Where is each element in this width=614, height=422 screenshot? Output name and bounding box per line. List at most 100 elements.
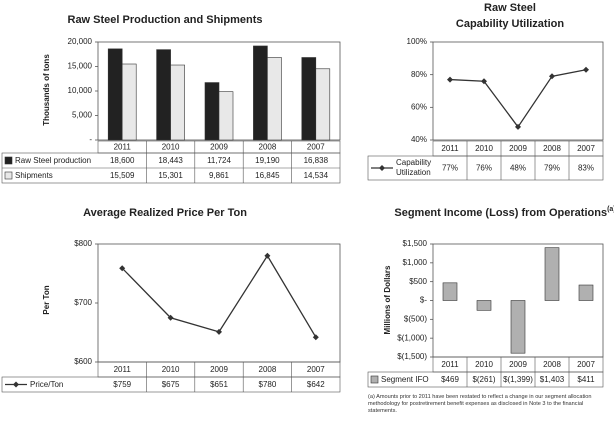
x-tick-label: 2010 [162, 365, 180, 374]
bar [267, 57, 282, 141]
y-tick-label: $700 [74, 298, 92, 307]
chart-title-superscript: (a) [607, 206, 614, 213]
y-tick-label: 10,000 [68, 86, 93, 95]
point [447, 76, 453, 83]
x-tick-label: 2010 [162, 143, 180, 152]
bar [578, 284, 594, 301]
y-axis-label: Per Ton [42, 285, 51, 314]
legend-label: Raw Steel production [15, 155, 92, 165]
x-tick-label: 2009 [509, 144, 527, 153]
value-label: $469 [441, 375, 459, 384]
value-label: $780 [259, 380, 277, 389]
legend-label: Capability Utilization [396, 158, 432, 177]
x-tick-label: 2008 [543, 360, 561, 369]
legend-swatch [4, 171, 13, 180]
value-label: $651 [210, 380, 228, 389]
value-label: 77% [442, 164, 458, 173]
y-tick-label: 80% [411, 70, 427, 79]
x-tick-label: 2008 [543, 144, 561, 153]
y-axis-label: Thousands of tons [42, 54, 51, 126]
x-tick-label: 2007 [577, 144, 595, 153]
point [312, 334, 319, 341]
value-label: 19,190 [255, 156, 280, 165]
legend-marker [13, 381, 19, 388]
y-tick-label: $800 [74, 239, 92, 248]
chart-title-text: Segment Income (Loss) from Operations [394, 207, 607, 219]
point [216, 328, 222, 335]
legend-box: Raw Steel production [15, 155, 92, 165]
x-tick-label: 2007 [577, 360, 595, 369]
legend-box: Segment IFO [381, 374, 429, 384]
legend-marker [379, 165, 385, 171]
bar [107, 48, 123, 141]
point [583, 66, 589, 73]
y-tick-label: $(1,000) [397, 333, 427, 342]
footnote-box: (a) Amounts prior to 2011 have been rest… [368, 394, 592, 414]
legend-label: Segment IFO [381, 374, 429, 384]
value-label: $411 [577, 375, 595, 384]
value-label: 76% [476, 164, 492, 173]
y-tick-label: 20,000 [68, 37, 93, 46]
x-tick-label: 2011 [441, 360, 459, 369]
value-label: 15,301 [158, 171, 183, 180]
y-tick-label: $1,000 [403, 258, 428, 267]
value-label: 9,861 [209, 171, 230, 180]
legend-swatch [370, 375, 379, 384]
legend-swatch [4, 156, 13, 165]
point [119, 265, 126, 272]
chart-title: Capability Utilization [456, 18, 564, 30]
value-label: $759 [113, 380, 131, 389]
y-tick-label: 15,000 [68, 62, 93, 71]
y-tick-label: 40% [411, 135, 427, 144]
x-tick-label: 2011 [441, 144, 459, 153]
line [449, 69, 587, 129]
value-label: $(1,399) [503, 375, 533, 384]
value-label: 14,534 [304, 171, 329, 180]
point [515, 123, 521, 130]
value-label: 18,443 [158, 156, 183, 165]
y-tick-label: $- [420, 296, 427, 305]
value-label: $1,403 [540, 375, 565, 384]
y-tick-label: $500 [409, 277, 427, 286]
y-tick-label: 100% [407, 37, 427, 46]
value-label: $(261) [472, 375, 495, 384]
x-tick-label: 2007 [307, 365, 325, 374]
plot-frame [97, 243, 341, 363]
bar [301, 57, 317, 141]
value-label: 79% [544, 164, 560, 173]
y-tick-label: 60% [411, 102, 427, 111]
x-tick-label: 2009 [210, 143, 228, 152]
x-tick-label: 2009 [210, 365, 228, 374]
x-tick-label: 2009 [509, 360, 527, 369]
x-tick-label: 2008 [259, 365, 277, 374]
chart-title: Raw Steel [484, 2, 536, 14]
value-label: $642 [307, 380, 325, 389]
bar [121, 63, 137, 141]
value-label: 15,509 [110, 171, 135, 180]
value-label: 16,845 [255, 171, 280, 180]
table-border [367, 155, 604, 181]
bar [156, 49, 171, 141]
x-tick-label: 2011 [114, 143, 132, 152]
value-label: 83% [578, 164, 594, 173]
bar [510, 300, 526, 354]
value-label: $675 [162, 380, 180, 389]
bar [544, 247, 560, 301]
y-axis-label: Millions of Dollars [383, 265, 392, 334]
table-border [1, 376, 341, 393]
point [264, 252, 271, 259]
y-tick-label: $600 [74, 357, 92, 366]
value-label: 18,600 [110, 156, 135, 165]
plot-frame [432, 41, 604, 141]
footnote: (a) Amounts prior to 2011 have been rest… [368, 394, 592, 414]
legend-box: Capability Utilization [396, 158, 432, 177]
legend-box: Price/Ton [30, 380, 63, 389]
chart-title-text: Average Realized Price Per Ton [83, 207, 247, 219]
y-tick-label: $(1,500) [397, 352, 427, 361]
y-tick-label: $1,500 [403, 239, 428, 248]
bar [218, 91, 234, 141]
bar [204, 82, 220, 141]
y-tick-label: 5,000 [72, 111, 93, 120]
legend-box: Shipments [15, 171, 53, 180]
